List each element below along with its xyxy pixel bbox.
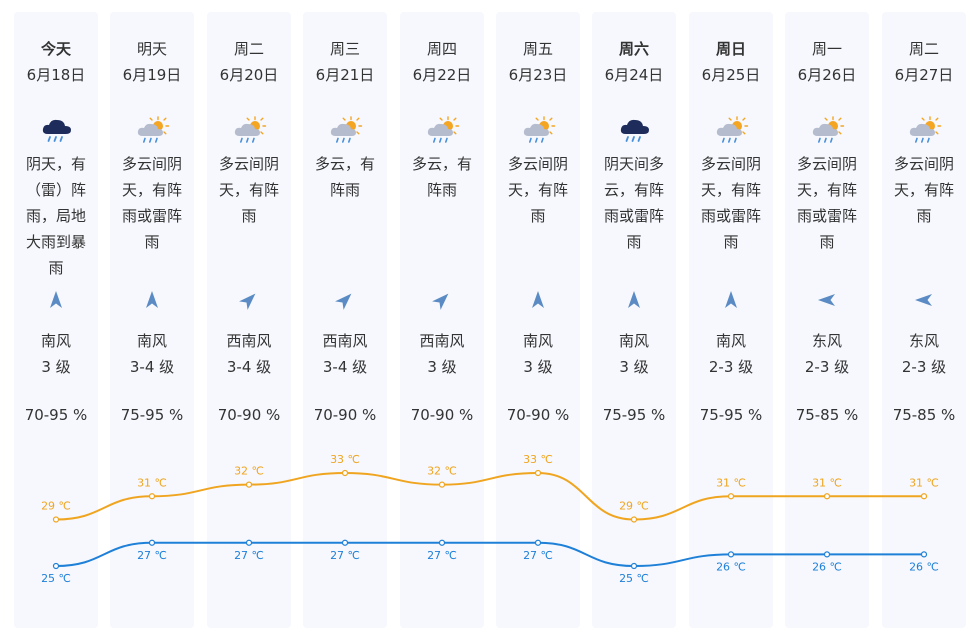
wind-direction: 西南风 bbox=[419, 332, 465, 350]
wind-level: 2-3 级 bbox=[901, 358, 947, 376]
north-arrow-icon bbox=[720, 289, 742, 311]
date-label: 6月25日 bbox=[701, 66, 761, 84]
wind-level: 3 级 bbox=[41, 358, 71, 376]
wind-level: 2-3 级 bbox=[804, 358, 850, 376]
partly-cloudy-rain-icon bbox=[908, 116, 942, 146]
west-arrow-icon bbox=[913, 289, 935, 311]
day-column: 周五 6月23日多云间阴天，有阵雨南风 3 级 70-90 % bbox=[496, 12, 580, 628]
day-column: 周四 6月22日多云，有阵雨西南风 3 级 70-90 % bbox=[400, 12, 484, 628]
humidity: 75-85 % bbox=[795, 406, 859, 424]
wind-direction: 南风 bbox=[522, 332, 553, 350]
date-label: 6月27日 bbox=[894, 66, 954, 84]
humidity: 70-90 % bbox=[313, 406, 377, 424]
date-label: 6月24日 bbox=[604, 66, 664, 84]
date-label: 6月20日 bbox=[219, 66, 279, 84]
weekday-label: 周三 bbox=[329, 40, 360, 58]
partly-cloudy-rain-icon bbox=[329, 116, 363, 146]
wind-level: 3-4 级 bbox=[322, 358, 368, 376]
wind-direction: 东风 bbox=[908, 332, 939, 350]
date-label: 6月18日 bbox=[26, 66, 86, 84]
west-arrow-icon bbox=[816, 289, 838, 311]
northeast-arrow-icon bbox=[431, 289, 453, 311]
partly-cloudy-rain-icon bbox=[136, 116, 170, 146]
humidity: 75-95 % bbox=[602, 406, 666, 424]
humidity: 70-90 % bbox=[217, 406, 281, 424]
humidity: 75-85 % bbox=[892, 406, 956, 424]
day-column: 周三 6月21日多云，有阵雨西南风 3-4 级 70-90 % bbox=[303, 12, 387, 628]
partly-cloudy-rain-icon bbox=[522, 116, 556, 146]
date-label: 6月22日 bbox=[412, 66, 472, 84]
weather-description: 多云间阴天，有阵雨 bbox=[218, 155, 279, 225]
wind-direction: 西南风 bbox=[226, 332, 272, 350]
day-column: 周二 6月20日多云间阴天，有阵雨西南风 3-4 级 70-90 % bbox=[207, 12, 291, 628]
weekday-label: 周四 bbox=[426, 40, 457, 58]
weather-description: 多云间阴天，有阵雨或雷阵雨 bbox=[796, 155, 857, 251]
partly-cloudy-rain-icon bbox=[233, 116, 267, 146]
north-arrow-icon bbox=[141, 289, 163, 311]
humidity: 75-95 % bbox=[120, 406, 184, 424]
weather-description: 多云间阴天，有阵雨 bbox=[893, 155, 954, 225]
date-label: 6月26日 bbox=[797, 66, 857, 84]
wind-direction: 南风 bbox=[40, 332, 71, 350]
wind-level: 3-4 级 bbox=[226, 358, 272, 376]
partly-cloudy-rain-icon bbox=[715, 116, 749, 146]
humidity: 70-90 % bbox=[506, 406, 570, 424]
weekday-label: 周二 bbox=[908, 40, 939, 58]
northeast-arrow-icon bbox=[238, 289, 260, 311]
partly-cloudy-rain-icon bbox=[426, 116, 460, 146]
weekday-label: 周五 bbox=[522, 40, 553, 58]
date-label: 6月23日 bbox=[508, 66, 568, 84]
day-column: 周一 6月26日多云间阴天，有阵雨或雷阵雨东风 2-3 级 75-85 % bbox=[785, 12, 869, 628]
wind-level: 3 级 bbox=[523, 358, 553, 376]
weekday-label: 周日 bbox=[715, 40, 746, 58]
weekday-label: 周二 bbox=[233, 40, 264, 58]
day-column: 今天 6月18日阴天，有（雷）阵雨，局地大雨到暴雨南风 3 级 70-95 % bbox=[14, 12, 98, 628]
day-column: 明天 6月19日多云间阴天，有阵雨或雷阵雨南风 3-4 级 75-95 % bbox=[110, 12, 194, 628]
weekday-label: 今天 bbox=[40, 40, 71, 58]
wind-direction: 南风 bbox=[715, 332, 746, 350]
weather-description: 多云，有阵雨 bbox=[314, 155, 375, 199]
north-arrow-icon bbox=[623, 289, 645, 311]
humidity: 70-90 % bbox=[410, 406, 474, 424]
wind-level: 3 级 bbox=[619, 358, 649, 376]
wind-level: 3-4 级 bbox=[129, 358, 175, 376]
weather-description: 多云间阴天，有阵雨或雷阵雨 bbox=[700, 155, 761, 251]
northeast-arrow-icon bbox=[334, 289, 356, 311]
partly-cloudy-rain-icon bbox=[811, 116, 845, 146]
weather-description: 多云间阴天，有阵雨或雷阵雨 bbox=[121, 155, 182, 251]
thunder-rain-icon bbox=[40, 116, 74, 146]
wind-direction: 南风 bbox=[618, 332, 649, 350]
wind-level: 2-3 级 bbox=[708, 358, 754, 376]
wind-direction: 南风 bbox=[136, 332, 167, 350]
north-arrow-icon bbox=[45, 289, 67, 311]
weather-description: 多云间阴天，有阵雨 bbox=[507, 155, 568, 225]
weather-description: 阴天，有（雷）阵雨，局地大雨到暴雨 bbox=[25, 155, 86, 277]
thunder-rain-icon bbox=[618, 116, 652, 146]
weather-description: 阴天间多云，有阵雨或雷阵雨 bbox=[603, 155, 664, 251]
wind-direction: 东风 bbox=[811, 332, 842, 350]
date-label: 6月21日 bbox=[315, 66, 375, 84]
weekday-label: 明天 bbox=[136, 40, 167, 58]
weather-description: 多云，有阵雨 bbox=[411, 155, 472, 199]
wind-level: 3 级 bbox=[427, 358, 457, 376]
day-column: 周二 6月27日多云间阴天，有阵雨东风 2-3 级 75-85 % bbox=[882, 12, 966, 628]
day-column: 周六 6月24日阴天间多云，有阵雨或雷阵雨南风 3 级 75-95 % bbox=[592, 12, 676, 628]
weekday-label: 周六 bbox=[618, 40, 649, 58]
humidity: 75-95 % bbox=[699, 406, 763, 424]
north-arrow-icon bbox=[527, 289, 549, 311]
wind-direction: 西南风 bbox=[322, 332, 368, 350]
weekday-label: 周一 bbox=[811, 40, 842, 58]
day-column: 周日 6月25日多云间阴天，有阵雨或雷阵雨南风 2-3 级 75-95 % bbox=[689, 12, 773, 628]
date-label: 6月19日 bbox=[122, 66, 182, 84]
humidity: 70-95 % bbox=[24, 406, 88, 424]
